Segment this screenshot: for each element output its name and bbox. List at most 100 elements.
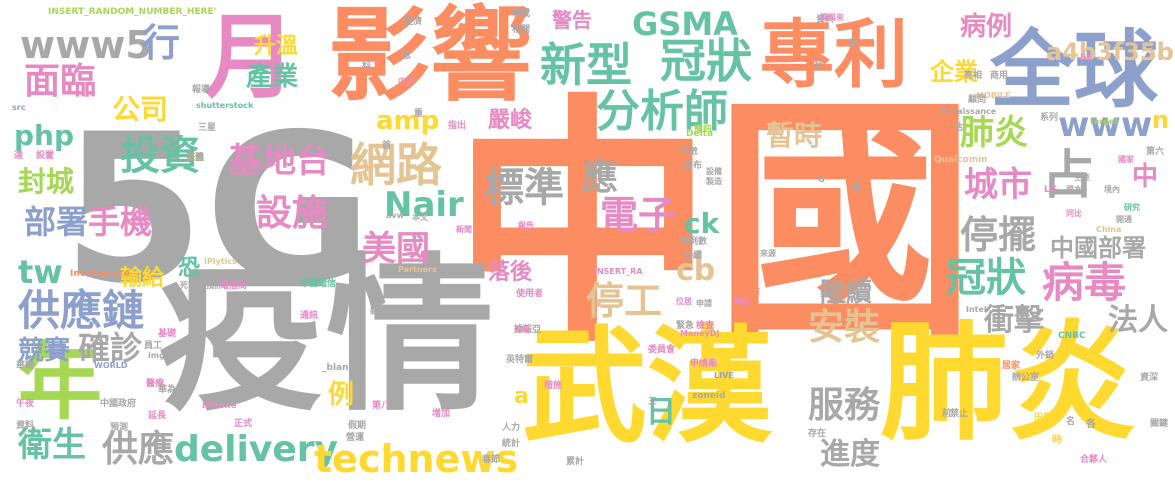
word-a4b3f35b: a4b3f35b [1046,38,1174,66]
word-shiyongzhe: 使用者 [516,289,544,299]
word-sheshi: 設施 [256,193,329,234]
word-weiyuanhui: 委員會 [648,345,676,355]
word-img: img [148,351,165,360]
word-zhuanli: 專利 [760,12,908,98]
word-gongying: 供應 [102,429,175,470]
word-yiqing: 疫情 [158,238,494,434]
word-xiangguan: 相關 [512,25,531,35]
word-fabu: 發布 [684,161,703,171]
word-moneydj: MoneyDJ [680,329,720,338]
word-shenqing: 申請 [696,299,712,308]
word-bangongshi: 辦公室 [1012,373,1040,383]
word-zhongguo-dianxin: 中國電信 [300,279,337,289]
word-src: src [12,103,26,112]
word-zhong: 中 [1132,162,1159,192]
word-tianji: 田集 [1034,413,1053,423]
word-zhan2: 估 [954,123,964,133]
word-luohou: 落後 [488,260,533,285]
word-ying: 應 [582,157,619,198]
word-zoneid: zoneid [692,391,726,401]
word-jiaqi: 假期 [348,421,367,431]
word-partners: Partners [398,265,437,274]
word-gongbu: 公布 [270,135,286,144]
word-tongji: 統計 [502,439,521,449]
word-zengjia: 增加 [432,409,451,419]
word-www5: www5 [20,23,152,67]
word-ming: 名 [1066,417,1076,427]
word-jianxun: 簡訊 [694,125,713,135]
word-intel: Intel [966,305,987,314]
word-shengwen: 升溫 [254,34,299,59]
word-shouji: 手機 [88,203,153,241]
word-zhuanjia: 轉載 [512,9,531,19]
word-ji: 急 [402,51,412,61]
word-gongyinglian: 供應鏈 [18,286,145,335]
word-siwang: 死亡 [180,281,196,290]
word-cunzai: 存在 [808,429,827,439]
word-xinxing: 新型 [540,38,632,92]
word-jianshu: 件數 [680,147,699,157]
word-php: php [14,119,75,152]
word-bingdu: 病毒 [1042,258,1127,307]
word-zhiqu: 指出 [448,121,467,131]
word-tinggong: 停工 [586,279,663,323]
word-iphone: iPhone [202,401,237,411]
word-cb: cb [676,253,716,288]
word-jiancha: 檢查 [696,321,715,331]
word-jingji: 經濟 [404,17,423,27]
word-xinnian: 新年 [370,307,389,317]
word-laiyuan: 來源 [760,249,776,258]
word-touzi: 投資 [120,133,200,179]
word-qian: 前 [942,409,952,419]
word-chunjie: 春節 [482,455,501,465]
word-guanzhuang: 冠狀 [946,255,1026,301]
word-zhongyang: 中央 [398,77,414,86]
word-yingxiang: 影響 [328,0,532,116]
word-zhongguo: 中國 [452,73,976,378]
word-qiye: 企業 [930,58,978,86]
word-weisheng: 衛生 [18,425,86,465]
word-meiguo: 美國 [362,229,430,269]
word-gsma: GSMA [632,5,738,43]
word-ri: 日 [646,395,676,430]
word-zhan: 占 [1042,146,1095,206]
word-faren: 法人 [1108,303,1168,338]
word-yue: 月 [204,4,297,111]
word-feiyan-big: 肺炎 [880,309,1137,458]
word-juyi: 據報亞 [514,325,542,335]
word-luxu: 陸續 [820,278,873,308]
word-kong: 恐 [178,256,201,281]
word-yanqi: 延長 [148,411,167,421]
word-renaissance: Renaissance [940,107,997,116]
word-shuji: 輸給 [120,266,165,291]
word-yuce: 預測 [110,423,129,433]
word-diliu: 第六 [1146,147,1165,157]
word-yuangong: 員工 [144,341,163,351]
word-zhizao: 製造 [706,177,722,186]
word-cnbc: CNBC [1058,331,1086,341]
word-da: 達 [14,151,24,161]
word-zhiliao: 資料 [816,15,835,25]
word-ziliaolai: 資料來 [820,13,844,22]
word-g: G [818,175,825,184]
word-fengcheng: 封城 [18,165,75,198]
word-se: SE [1080,53,1093,63]
word-biaozhun: 標準 [484,165,564,211]
word-iplytics: IPlytics [204,257,237,266]
word-yanchi: 延伸 [282,343,301,353]
word-www: www [1058,105,1153,145]
word-yuqi: 預計 [206,281,222,290]
word-shexi: 設置 [36,151,55,161]
word-cuoshi: 措施 [544,381,563,391]
word-tw: tw [18,253,63,291]
word-chanye: 產業 [246,62,299,92]
word-nair: Nair [384,185,464,225]
word-5g: 5G [62,91,373,329]
word-liangxiang: 亮相 [964,71,983,81]
word-yingtewei: 英特爾 [506,355,534,365]
word-huawei: 華為 [158,385,177,395]
word-delta: Delta [686,129,714,139]
word-shengji: 升級 [514,325,530,334]
word-shenqingan: 申請案 [690,359,718,369]
